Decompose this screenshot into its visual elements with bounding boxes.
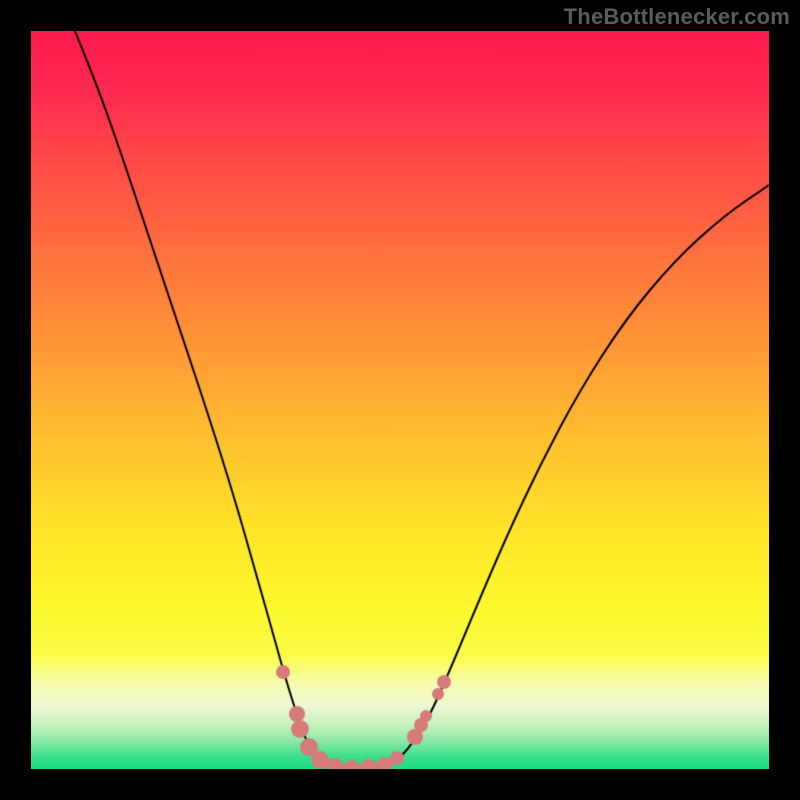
watermark-text: TheBottlenecker.com xyxy=(564,4,790,30)
bottleneck-curve-chart xyxy=(0,0,800,800)
